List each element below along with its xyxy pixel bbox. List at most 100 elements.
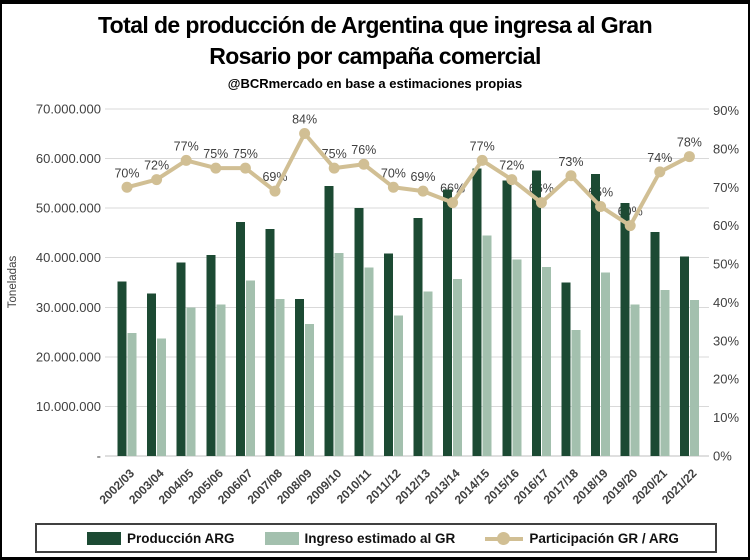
legend-item-ingreso-gr: Ingreso estimado al GR — [264, 530, 456, 546]
participacion-point-label: 73% — [558, 155, 583, 169]
legend-label-produccion-arg: Producción ARG — [127, 530, 235, 546]
participacion-marker-2009/10 — [328, 162, 340, 174]
legend-label-participacion: Participación GR / ARG — [529, 530, 679, 546]
participacion-point-label: 75% — [322, 147, 347, 161]
bar-produccion-2013/14 — [443, 189, 453, 456]
bar-produccion-2002/03 — [117, 281, 127, 456]
chart-title: Total de producción de Argentina que ing… — [2, 10, 748, 72]
participacion-point-label: 77% — [470, 139, 495, 153]
bar-produccion-2009/10 — [324, 185, 334, 457]
bar-ingreso-2017/18 — [571, 330, 581, 456]
bar-produccion-2018/19 — [591, 173, 601, 456]
participacion-marker-2008/09 — [299, 128, 311, 140]
bar-produccion-2005/06 — [206, 255, 216, 456]
left-axis-tick: 30.000.000 — [36, 300, 101, 315]
bar-ingreso-2015/16 — [512, 259, 522, 456]
right-axis-tick: 80% — [713, 141, 739, 156]
plot-area: 70.000.000 60.000.000 50.000.000 40.000.000… — [7, 102, 739, 507]
participacion-marker-2013/14 — [447, 197, 459, 209]
participacion-point-label: 74% — [647, 151, 672, 165]
participacion-point-label: 75% — [203, 147, 228, 161]
bar-ingreso-2013/14 — [453, 279, 463, 456]
bar-produccion-2017/18 — [561, 282, 571, 456]
participacion-marker-2007/08 — [269, 185, 281, 197]
bar-ingreso-2006/07 — [245, 280, 255, 456]
left-axis-tick: 10.000.000 — [36, 399, 101, 414]
bar-ingreso-2009/10 — [334, 252, 344, 456]
bar-ingreso-2012/13 — [423, 291, 433, 456]
participacion-point-label: 70% — [114, 166, 139, 180]
bar-ingreso-2020/21 — [660, 289, 670, 456]
participacion-point-label: 70% — [381, 166, 406, 180]
chart-title-line2: Rosario por campaña comercial — [209, 43, 541, 69]
participacion-marker-2014/15 — [476, 154, 488, 166]
participacion-marker-2006/07 — [239, 162, 251, 174]
left-axis-tick: 40.000.000 — [36, 250, 101, 265]
left-axis-tick: 60.000.000 — [36, 151, 101, 166]
participacion-marker-2002/03 — [121, 181, 133, 193]
right-axis-tick: 10% — [713, 410, 739, 425]
bar-ingreso-2014/15 — [482, 235, 492, 456]
participacion-marker-2011/12 — [387, 181, 399, 193]
bar-produccion-2004/05 — [176, 262, 186, 456]
right-axis-tick: 30% — [713, 333, 739, 348]
bar-ingreso-2019/20 — [630, 304, 640, 456]
bar-produccion-2008/09 — [295, 298, 305, 456]
participacion-marker-2015/16 — [506, 174, 518, 186]
chart-subtitle: @BCRmercado en base a estimaciones propi… — [227, 76, 523, 91]
participacion-point-label: 84% — [292, 113, 317, 127]
bar-produccion-2010/11 — [354, 208, 364, 456]
bar-produccion-2019/20 — [620, 203, 630, 456]
bar-produccion-2003/04 — [147, 293, 157, 456]
participacion-point-label: 72% — [144, 159, 169, 173]
bar-ingreso-2021/22 — [689, 299, 699, 456]
participacion-point-label: 72% — [499, 159, 524, 173]
participacion-marker-2016/17 — [535, 197, 547, 209]
right-axis-tick: 60% — [713, 218, 739, 233]
legend: Producción ARG Ingreso estimado al GR Pa… — [35, 523, 717, 553]
participacion-marker-2005/06 — [210, 162, 222, 174]
participacion-point-label: 75% — [233, 147, 258, 161]
bar-produccion-2016/17 — [531, 170, 541, 456]
participacion-marker-2003/04 — [151, 174, 163, 186]
bar-produccion-2012/13 — [413, 218, 423, 456]
right-axis-tick: 20% — [713, 372, 739, 387]
bar-ingreso-2018/19 — [601, 272, 611, 456]
bar-produccion-2011/12 — [383, 253, 393, 456]
bar-produccion-2007/08 — [265, 228, 275, 456]
bar-ingreso-2010/11 — [364, 267, 374, 456]
left-axis-tick: 50.000.000 — [36, 201, 101, 216]
participacion-marker-2020/21 — [654, 166, 666, 178]
left-axis-tick: - — [97, 449, 101, 464]
bar-produccion-2014/15 — [472, 168, 482, 456]
chart-title-line1: Total de producción de Argentina que ing… — [97, 12, 653, 38]
legend-swatch-ingreso-gr-icon — [264, 531, 299, 545]
bar-ingreso-2003/04 — [157, 338, 167, 456]
right-axis-tick: 0% — [713, 449, 732, 464]
right-axis-tick: 50% — [713, 257, 739, 272]
participacion-point-label: 69% — [410, 170, 435, 184]
legend-item-participacion: Participación GR / ARG — [485, 531, 679, 546]
participacion-point-label: 77% — [174, 139, 199, 153]
right-axis-tick: 40% — [713, 295, 739, 310]
participacion-marker-2004/05 — [180, 154, 192, 166]
bar-ingreso-2016/17 — [541, 267, 551, 456]
legend-item-produccion-arg: Producción ARG — [87, 531, 235, 546]
bar-produccion-2021/22 — [679, 256, 689, 456]
bar-produccion-2020/21 — [650, 231, 660, 456]
participacion-marker-2021/22 — [683, 151, 695, 163]
participacion-point-label: 78% — [677, 136, 702, 150]
bar-produccion-2006/07 — [235, 222, 245, 456]
left-axis-title: Toneladas — [7, 256, 19, 309]
bar-ingreso-2004/05 — [186, 307, 196, 456]
bar-ingreso-2008/09 — [305, 324, 315, 456]
participacion-marker-2019/20 — [624, 220, 636, 232]
bar-ingreso-2011/12 — [393, 315, 403, 456]
participacion-point-label: 76% — [351, 143, 376, 157]
participacion-marker-2012/13 — [417, 185, 429, 197]
legend-label-ingreso-gr: Ingreso estimado al GR — [304, 530, 456, 546]
bar-ingreso-2005/06 — [216, 304, 226, 456]
participacion-marker-2018/19 — [595, 200, 607, 212]
participacion-marker-2010/11 — [358, 158, 370, 170]
